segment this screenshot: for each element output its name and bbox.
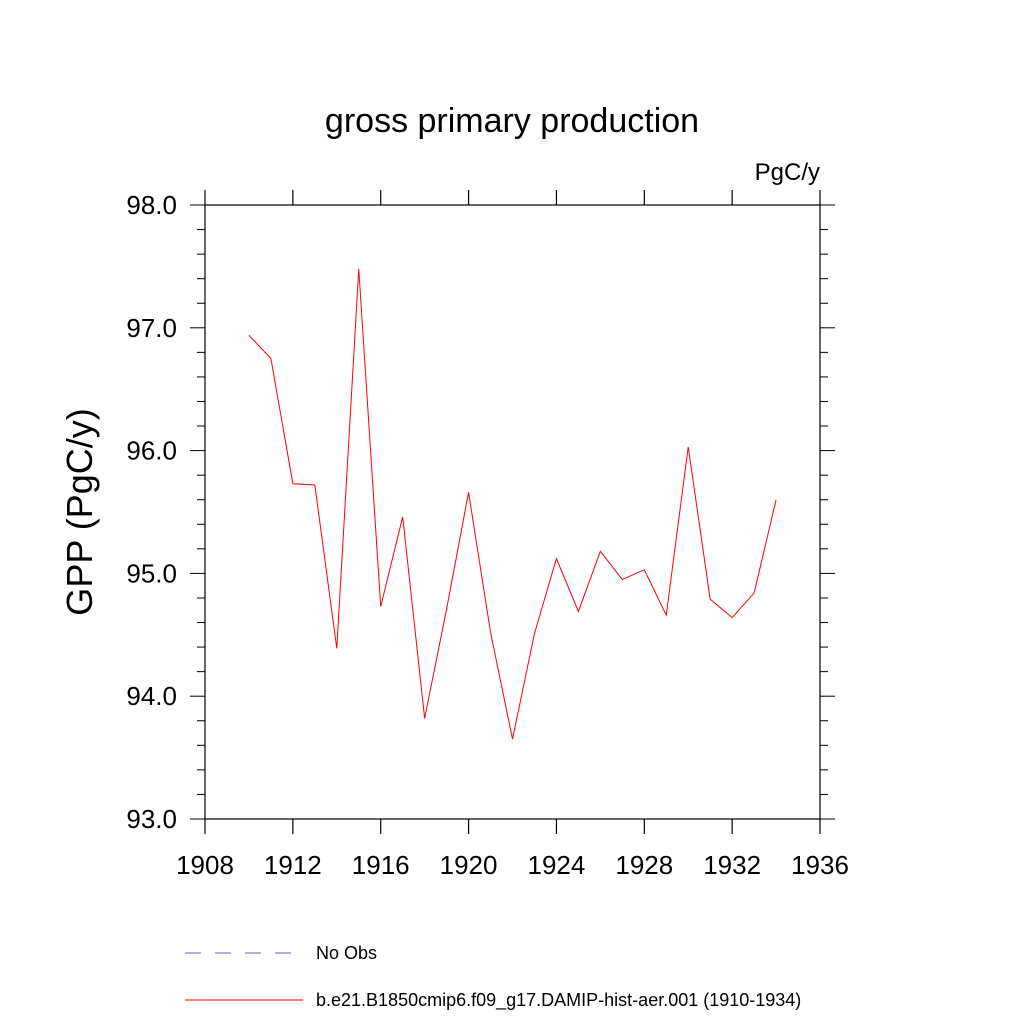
y-tick-label: 96.0 bbox=[126, 436, 177, 466]
legend: No Obs b.e21.B1850cmip6.f09_g17.DAMIP-hi… bbox=[185, 943, 801, 1011]
x-tick-label: 1932 bbox=[703, 850, 761, 880]
x-tick-label: 1928 bbox=[615, 850, 673, 880]
legend-label-series: b.e21.B1850cmip6.f09_g17.DAMIP-hist-aer.… bbox=[316, 990, 801, 1011]
chart-title: gross primary production bbox=[325, 102, 699, 140]
series-line bbox=[248, 268, 777, 740]
x-tick-label: 1916 bbox=[352, 850, 410, 880]
units-label: PgC/y bbox=[755, 159, 820, 186]
y-tick-label: 93.0 bbox=[126, 804, 177, 834]
series-layer bbox=[248, 268, 777, 740]
y-tick-label: 95.0 bbox=[126, 558, 177, 588]
x-tick-label: 1924 bbox=[528, 850, 586, 880]
x-tick-label: 1920 bbox=[440, 850, 498, 880]
x-tick-label: 1912 bbox=[264, 850, 322, 880]
y-tick-label: 94.0 bbox=[126, 681, 177, 711]
legend-label-no-obs: No Obs bbox=[316, 943, 377, 963]
x-tick-label: 1936 bbox=[791, 850, 849, 880]
y-tick-label: 98.0 bbox=[126, 190, 177, 220]
y-axis-label: GPP (PgC/y) bbox=[59, 408, 100, 615]
y-tick-label: 97.0 bbox=[126, 313, 177, 343]
x-axis-ticks: 1908 1912 1916 1920 1924 1928 1932 1936 bbox=[176, 190, 849, 880]
plot-frame bbox=[204, 204, 821, 820]
y-axis-ticks: 93.0 94.0 95.0 96.0 97.0 98.0 bbox=[126, 190, 835, 834]
x-tick-label: 1908 bbox=[176, 850, 234, 880]
